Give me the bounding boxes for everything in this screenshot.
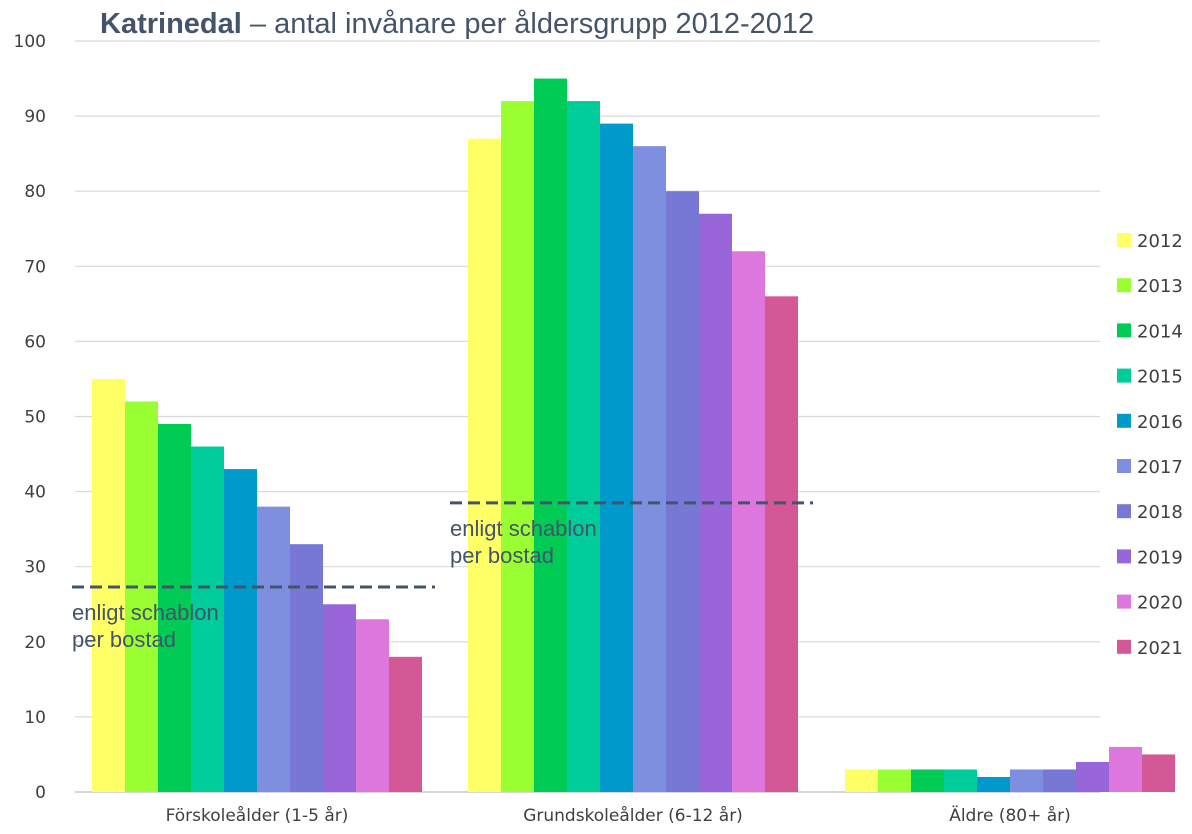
bar xyxy=(1043,769,1076,792)
bar xyxy=(911,769,944,792)
y-tick-label: 60 xyxy=(24,332,46,352)
bar xyxy=(1076,761,1109,792)
annotation-label: enligt schablon xyxy=(450,516,597,541)
y-tick-label: 0 xyxy=(35,783,46,803)
legend-label: 2017 xyxy=(1137,457,1183,478)
y-tick-label: 90 xyxy=(24,107,46,127)
legend-label: 2014 xyxy=(1137,321,1183,342)
bar xyxy=(257,506,290,792)
legend-swatch xyxy=(1117,413,1131,428)
bar xyxy=(191,446,224,792)
x-category-label: Förskoleålder (1-5 år) xyxy=(166,805,349,826)
bar xyxy=(92,378,125,792)
bar xyxy=(732,251,765,792)
annotation-label: enligt schablon xyxy=(72,600,219,625)
legend-swatch xyxy=(1117,549,1131,564)
bar xyxy=(290,544,323,792)
y-tick-label: 50 xyxy=(24,408,46,428)
y-tick-label: 10 xyxy=(24,708,46,728)
y-tick-label: 70 xyxy=(24,257,46,277)
legend-swatch xyxy=(1117,594,1131,609)
bar xyxy=(633,146,666,792)
legend-label: 2020 xyxy=(1137,593,1183,614)
bar xyxy=(501,101,534,792)
chart-title-bold: Katrinedal xyxy=(100,8,242,40)
bar xyxy=(125,401,158,792)
bar xyxy=(765,296,798,792)
bar xyxy=(468,138,501,792)
bar xyxy=(1010,769,1043,792)
legend-swatch xyxy=(1117,504,1131,519)
chart-title: Katrinedal – antal invånare per åldersgr… xyxy=(100,8,814,41)
x-category-label: Grundskoleålder (6-12 år) xyxy=(523,805,743,826)
y-tick-label: 20 xyxy=(24,633,46,653)
legend-label: 2015 xyxy=(1137,367,1183,388)
bar xyxy=(534,78,567,793)
legend-label: 2016 xyxy=(1137,412,1183,433)
legend-swatch xyxy=(1117,278,1131,293)
bar xyxy=(567,101,600,792)
legend-swatch xyxy=(1117,368,1131,383)
chart-title-rest: – antal invånare per åldersgrupp 2012-20… xyxy=(241,8,815,40)
bar xyxy=(845,769,878,792)
bar xyxy=(977,776,1010,792)
bar xyxy=(356,619,389,792)
legend-swatch xyxy=(1117,323,1131,338)
legend-label: 2018 xyxy=(1137,502,1183,523)
y-tick-label: 80 xyxy=(24,182,46,202)
legend-label: 2012 xyxy=(1137,231,1183,252)
legend-swatch xyxy=(1117,233,1131,247)
annotation-label: per bostad xyxy=(450,543,554,568)
legend-swatch xyxy=(1117,459,1131,473)
y-tick-label: 100 xyxy=(14,32,46,52)
bar xyxy=(1109,746,1142,792)
bar xyxy=(666,191,699,792)
bar xyxy=(389,656,422,792)
legend-swatch xyxy=(1117,639,1131,654)
y-tick-label: 40 xyxy=(24,483,46,503)
bar xyxy=(1142,754,1175,792)
legend-label: 2021 xyxy=(1137,638,1183,659)
bar xyxy=(323,604,356,792)
bar xyxy=(878,769,911,792)
bar xyxy=(224,469,257,792)
legend-label: 2019 xyxy=(1137,547,1183,568)
bar xyxy=(600,123,633,793)
legend-label: 2013 xyxy=(1137,276,1183,297)
y-tick-label: 30 xyxy=(24,558,46,578)
annotation-label: per bostad xyxy=(72,627,176,652)
x-category-label: Äldre (80+ år) xyxy=(949,805,1071,826)
bar xyxy=(158,424,191,792)
bar xyxy=(944,769,977,792)
